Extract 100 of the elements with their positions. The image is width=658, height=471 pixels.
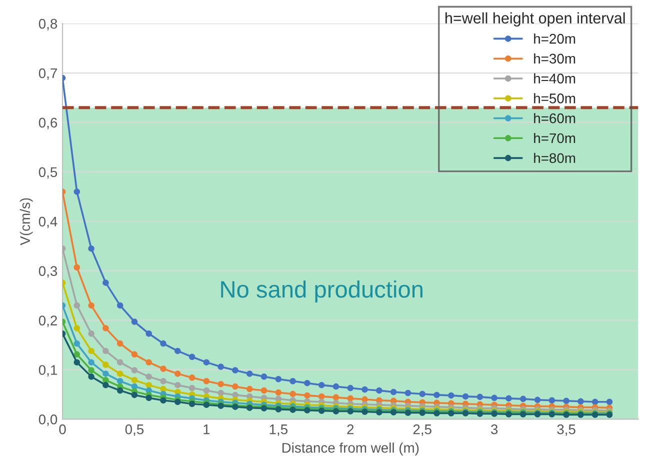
point — [578, 398, 584, 405]
point — [260, 387, 268, 394]
point — [332, 383, 340, 390]
x-tick-label: 2 — [347, 424, 354, 434]
point — [232, 367, 238, 374]
point — [116, 359, 124, 366]
point — [318, 393, 325, 400]
legend-label: h=50m — [534, 93, 576, 104]
point — [160, 378, 166, 384]
point — [116, 302, 124, 309]
point — [275, 389, 282, 396]
point — [146, 382, 152, 388]
y-tick-label: 0,6 — [38, 118, 58, 130]
legend-label: h=80m — [534, 152, 576, 164]
point — [74, 340, 80, 347]
point — [74, 302, 80, 309]
y-tick-label: 0,0 — [38, 414, 58, 426]
point — [188, 400, 196, 407]
point — [116, 378, 124, 384]
y-tick-label: 0,3 — [38, 266, 58, 278]
x-axis-title: Distance from well (m) — [282, 442, 419, 456]
point — [232, 383, 238, 390]
point — [131, 318, 138, 325]
y-tick-label: 0,4 — [38, 216, 58, 228]
point — [434, 392, 440, 398]
point — [304, 380, 310, 386]
point — [160, 366, 166, 372]
point — [88, 359, 94, 366]
point — [188, 354, 196, 360]
point — [188, 384, 196, 392]
point — [218, 390, 224, 396]
point — [563, 398, 570, 404]
point — [74, 325, 80, 332]
point — [160, 340, 166, 347]
point — [74, 188, 80, 195]
point — [592, 398, 598, 406]
point — [102, 382, 109, 388]
legend-label: h=40m — [534, 73, 576, 84]
y-tick-label: 0,2 — [38, 316, 57, 328]
point — [102, 362, 109, 368]
point — [102, 370, 109, 377]
point — [404, 390, 412, 396]
x-tick-label: 2,5 — [413, 424, 432, 436]
point — [318, 382, 325, 388]
point — [347, 384, 354, 392]
point — [131, 376, 138, 384]
point — [174, 348, 181, 354]
point — [102, 348, 109, 354]
point — [74, 351, 80, 358]
point — [476, 394, 484, 400]
point — [304, 392, 310, 399]
point — [88, 374, 94, 380]
point — [74, 359, 80, 366]
point — [88, 367, 94, 374]
point — [462, 393, 469, 400]
point — [606, 398, 613, 406]
x-tick-label: 0 — [59, 424, 66, 434]
legend-label: h=60m — [534, 113, 576, 124]
point — [362, 386, 368, 393]
point — [246, 370, 253, 377]
point — [548, 397, 556, 404]
point — [131, 392, 138, 398]
point — [102, 280, 109, 286]
point — [146, 330, 152, 337]
point — [275, 376, 282, 382]
x-tick-label: 0,5 — [125, 424, 144, 436]
point — [146, 359, 152, 366]
point — [448, 392, 454, 399]
point — [419, 390, 426, 398]
y-tick-label: 0,8 — [38, 18, 58, 30]
point — [146, 394, 152, 402]
point — [116, 370, 124, 377]
point — [534, 396, 541, 404]
legend-label: h=30m — [534, 53, 576, 64]
point — [376, 387, 382, 394]
point — [88, 348, 94, 354]
y-axis-title: V(cm/s) — [20, 198, 33, 246]
point — [203, 359, 210, 366]
point — [246, 386, 253, 392]
point — [174, 370, 181, 377]
point — [174, 382, 181, 388]
y-tick-label: 0,7 — [38, 68, 57, 80]
point — [290, 378, 296, 384]
point — [102, 325, 109, 332]
point — [131, 351, 138, 358]
point — [131, 367, 138, 374]
point — [116, 387, 124, 394]
point — [203, 378, 210, 384]
point — [188, 374, 196, 381]
point — [332, 394, 340, 401]
x-tick-label: 1,5 — [270, 424, 288, 436]
point — [506, 395, 512, 402]
point — [203, 387, 210, 394]
point — [74, 264, 80, 270]
point — [491, 394, 498, 402]
y-tick-label: 0,1 — [38, 365, 57, 377]
point — [88, 330, 94, 337]
point — [116, 340, 124, 347]
x-tick-label: 3 — [490, 424, 498, 434]
point — [390, 388, 397, 396]
